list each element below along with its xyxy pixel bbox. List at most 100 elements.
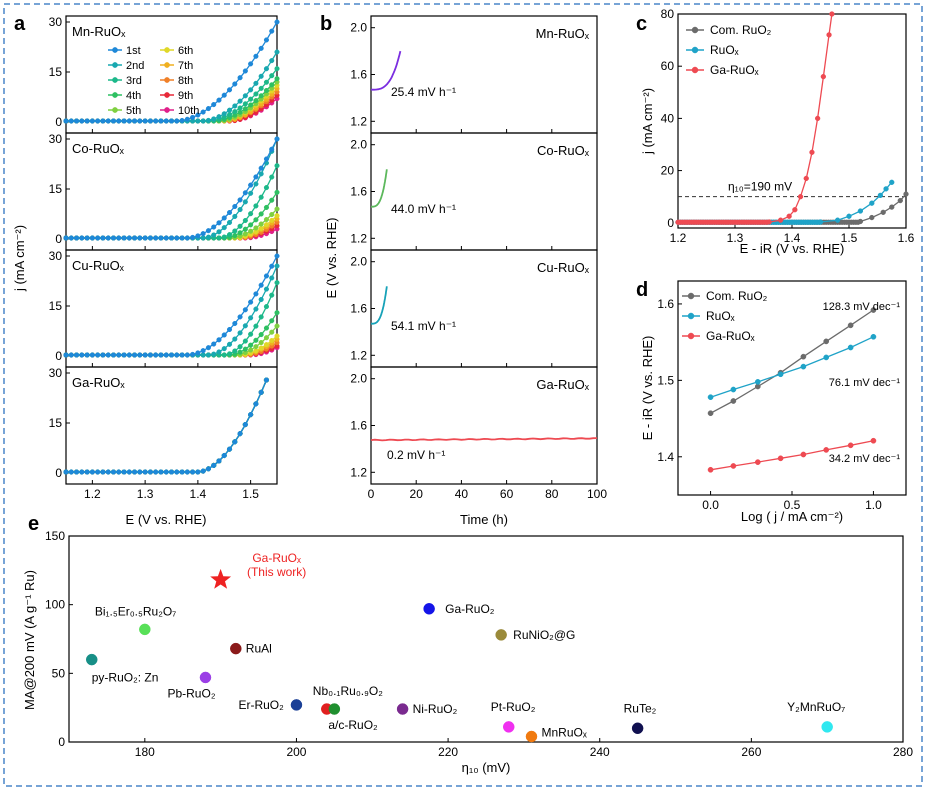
panel-a-marker	[79, 469, 85, 475]
panel-e-point-label: Bi₁.₅Er₀.₅Ru₂O₇	[95, 604, 176, 618]
panel-a-marker	[147, 352, 153, 358]
panel-a-marker	[121, 469, 127, 475]
panel-a-legend-label: 10th	[178, 105, 199, 117]
panel-b-sub3-xtick-label: 0	[368, 487, 375, 501]
panel-a-marker	[253, 291, 259, 297]
panel-a-marker	[195, 118, 201, 124]
panel-a-sub3-ytick-label: 0	[55, 466, 62, 480]
panel-e-point-label: RuNiO₂@G	[513, 628, 575, 642]
panel-e-point-label: Pb-RuO₂	[167, 686, 215, 700]
panel-d-marker	[730, 463, 737, 469]
panel-a-sub3-xtick-label: 1.3	[137, 487, 154, 501]
panel-d-marker	[800, 353, 807, 360]
panel-a-marker	[226, 232, 233, 238]
panel-a-marker	[232, 348, 238, 354]
panel-a-marker	[216, 220, 222, 226]
panel-a-marker	[232, 439, 238, 445]
panel-a-marker	[147, 118, 153, 124]
panel-c-letter: c	[636, 13, 647, 35]
panel-b-sub2-ytick-label: 1.6	[350, 302, 367, 316]
panel-a-marker	[269, 275, 275, 281]
panel-a-marker	[258, 314, 264, 320]
panel-a-marker	[195, 233, 201, 239]
panel-a-marker	[237, 98, 243, 104]
panel-e-highlight-label: Ga-RuOₓ	[252, 551, 301, 565]
panel-b-sub0-ytick-label: 1.2	[350, 114, 367, 128]
panel-a-marker	[269, 318, 275, 324]
panel-a-marker	[258, 93, 264, 99]
panel-a-marker	[158, 352, 164, 358]
panel-a-curve	[66, 379, 268, 473]
panel-a-marker	[269, 146, 275, 152]
panel-a-marker	[121, 352, 127, 358]
panel-d-ytick-label: 1.6	[657, 297, 674, 311]
panel-e-point-label: RuAl	[246, 642, 272, 656]
panel-a-marker	[248, 61, 254, 67]
panel-a-marker	[221, 234, 227, 240]
panel-c-annotation: η₁₀=190 mV	[728, 180, 792, 194]
panel-e-point-label: Ni-RuO₂	[413, 702, 458, 716]
panel-a-marker	[258, 345, 264, 351]
panel-a-marker	[74, 352, 80, 358]
panel-c-marker	[809, 149, 815, 155]
panel-c-marker	[786, 213, 792, 219]
panel-a-marker	[137, 352, 143, 358]
panel-a-marker	[184, 116, 190, 122]
panel-e-point-label: Ga-RuO₂	[445, 602, 495, 616]
panel-a-marker	[258, 282, 264, 288]
panel-a-marker	[121, 118, 127, 124]
panel-a-curve	[66, 379, 268, 473]
panel-a-marker	[211, 232, 217, 238]
panel-a-marker	[258, 194, 264, 200]
panel-a-marker	[248, 182, 254, 188]
panel-c-marker	[820, 73, 826, 80]
panel-a-legend-marker	[112, 62, 118, 68]
panel-a-marker	[263, 156, 270, 162]
panel-a-legend-marker	[164, 77, 170, 83]
panel-a-marker	[153, 118, 159, 124]
panel-d-tafel-label: 76.1 mV dec⁻¹	[829, 377, 901, 389]
panel-a-marker	[274, 253, 280, 259]
panel-a-marker	[200, 231, 206, 237]
panel-a-legend-label: 5th	[126, 105, 141, 117]
panel-d-xtick-label: 1.0	[865, 498, 882, 512]
panel-a-marker	[248, 228, 254, 234]
panel-b-sub3-ytick-label: 1.6	[350, 419, 367, 433]
panel-a-marker	[242, 93, 248, 99]
panel-a-marker	[132, 352, 138, 358]
panel-a-sub1-ytick-label: 15	[49, 182, 63, 196]
panel-c-marker	[797, 194, 804, 200]
panel-a-marker	[221, 346, 227, 352]
panel-a-marker	[84, 235, 90, 241]
panel-a-marker	[232, 103, 238, 109]
panel-b-sub-title: Mn-RuOₓ	[536, 26, 590, 41]
panel-a-marker	[263, 66, 270, 72]
panel-a-marker	[63, 235, 69, 241]
panel-b-sub-title: Ga-RuOₓ	[536, 377, 589, 392]
panel-a-legend-label: 7th	[178, 60, 193, 72]
panel-c-marker	[829, 11, 835, 17]
panel-a-marker	[263, 79, 270, 85]
panel-a-marker	[242, 346, 248, 352]
panel-a-marker	[248, 102, 254, 108]
panel-a-curve	[66, 282, 278, 356]
panel-a-marker	[68, 118, 74, 124]
panel-a-marker	[263, 286, 270, 292]
panel-e-ytick-label: 150	[45, 529, 65, 543]
panel-d-xtick-label: 0.0	[702, 498, 719, 512]
panel-a-legend-marker	[112, 47, 118, 53]
panel-a-marker	[116, 469, 122, 475]
panel-a-marker	[105, 352, 111, 358]
panel-a-marker	[237, 349, 243, 355]
panel-e-highlight-star	[210, 568, 232, 589]
panel-a-marker	[116, 352, 122, 358]
panel-b-curve	[370, 437, 598, 442]
panel-a-marker	[269, 28, 275, 34]
panel-a-marker	[184, 235, 190, 241]
panel-e-point-label: RuTe₂	[624, 701, 657, 715]
panel-a-marker	[269, 58, 275, 64]
panel-a-marker	[232, 203, 238, 210]
panel-a-marker	[84, 352, 90, 358]
panel-a-marker	[274, 206, 280, 212]
panel-e-point	[139, 623, 151, 636]
